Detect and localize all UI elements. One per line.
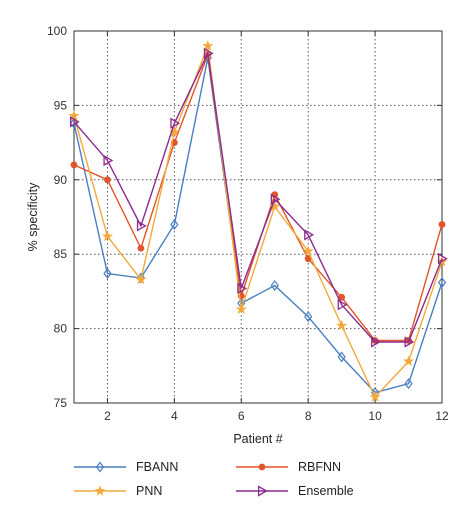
data-point (270, 279, 279, 291)
x-tick-label: 12 (435, 409, 449, 423)
axis-ticks: 75 80 85 90 95 100 2 4 6 8 10 12 (47, 24, 449, 423)
legend-item: Ensemble (236, 484, 354, 498)
legend-item: FBANN (74, 460, 178, 474)
data-point (101, 230, 114, 242)
data-point (371, 336, 381, 348)
legend-marker (95, 461, 105, 473)
series-fbann (69, 52, 447, 399)
data-point (203, 47, 214, 59)
data-point (404, 378, 413, 390)
data-point (135, 273, 147, 285)
data-point (69, 116, 80, 128)
y-tick-label: 80 (54, 322, 68, 336)
data-point (103, 268, 112, 280)
legend-marker (258, 463, 266, 471)
data-point (202, 40, 214, 51)
data-point (170, 117, 181, 129)
data-point (337, 299, 348, 311)
series-line (73, 45, 443, 399)
data-point (103, 154, 114, 167)
legend-label: Ensemble (298, 484, 354, 498)
data-point (437, 276, 447, 288)
data-point (369, 391, 381, 402)
legend-item: PNN (74, 484, 162, 498)
data-point (270, 193, 281, 205)
legend-label: RBFNN (298, 460, 341, 474)
x-axis-title: Patient # (233, 432, 282, 446)
legend: FBANN RBFNN PNN Ensemble (74, 460, 354, 498)
data-point (237, 282, 248, 295)
data-point (438, 221, 446, 228)
data-point (170, 218, 179, 230)
data-point (304, 229, 314, 241)
data-point (68, 109, 80, 121)
y-tick-label: 95 (54, 98, 68, 112)
data-point (70, 161, 78, 169)
data-point (269, 200, 281, 212)
y-tick-label: 85 (54, 247, 68, 261)
grid (74, 31, 442, 403)
plot-frame (73, 30, 443, 404)
data-point (336, 319, 348, 331)
legend-marker (257, 485, 268, 497)
y-tick-label: 75 (54, 396, 68, 410)
legend-label: PNN (136, 484, 162, 498)
legend-item: RBFNN (236, 460, 341, 474)
data-point (337, 351, 346, 363)
series-ensemble (69, 47, 448, 348)
y-axis-title: % specificity (26, 182, 40, 252)
series-line (73, 54, 443, 342)
data-point (437, 253, 448, 265)
x-tick-label: 6 (238, 409, 245, 423)
x-tick-label: 10 (368, 409, 382, 423)
series-line (73, 50, 443, 343)
data-point (168, 126, 180, 137)
data-point (402, 355, 415, 367)
series-pnn (68, 40, 448, 402)
x-tick-label: 8 (305, 409, 312, 423)
data-point (304, 311, 313, 323)
data-point (302, 245, 314, 256)
data-point (235, 303, 247, 314)
x-tick-label: 4 (171, 409, 178, 423)
data-point (104, 176, 111, 184)
data-point (137, 244, 145, 252)
legend-label: FBANN (136, 460, 178, 474)
x-tick-label: 2 (104, 409, 111, 423)
data-point (136, 220, 147, 232)
y-tick-label: 100 (47, 24, 67, 38)
y-tick-label: 90 (54, 173, 68, 187)
data-point (404, 336, 415, 348)
series-group (68, 40, 448, 402)
legend-marker (94, 485, 106, 496)
